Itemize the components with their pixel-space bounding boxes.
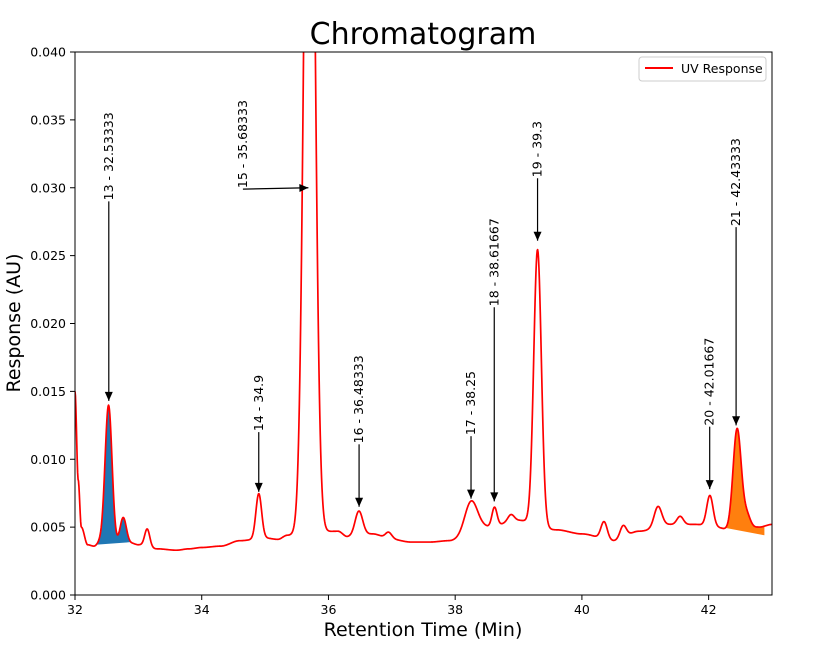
annotation-arrowhead-13	[104, 391, 113, 401]
annotation-arrowhead-18	[490, 492, 499, 502]
annotation-label-14: 14 - 34.9	[251, 375, 266, 431]
series-uv-response-line	[75, 52, 772, 552]
x-tick-label-38: 38	[447, 602, 463, 617]
x-axis-title: Retention Time (Min)	[324, 619, 523, 641]
plot-area	[75, 52, 772, 595]
peak-13-area	[95, 405, 133, 546]
annotation-arrow-15	[242, 187, 309, 190]
peak-21-area	[721, 428, 765, 536]
y-tick-label-0.020: 0.020	[30, 316, 66, 331]
legend-label: UV Response	[681, 61, 763, 76]
x-tick-label-34: 34	[194, 602, 210, 617]
y-tick-label-0.025: 0.025	[30, 248, 66, 263]
line-layer	[75, 52, 772, 552]
y-axis-ticks: 0.000 0.005 0.010 0.015 0.020 0.025 0.030 0.035…	[30, 45, 75, 603]
annotation-label-19: 19 - 39.3	[530, 121, 545, 177]
y-tick-label-0.005: 0.005	[30, 520, 66, 535]
x-tick-label-36: 36	[321, 602, 337, 617]
legend: UV Response	[638, 56, 767, 82]
annotation-label-15: 15 - 35.68333	[235, 100, 250, 188]
annotation-arrowhead-19	[533, 231, 542, 241]
y-tick-label-0.040: 0.040	[30, 45, 66, 60]
annotation-label-13: 13 - 32.53333	[101, 112, 116, 200]
y-tick-label-0.000: 0.000	[30, 588, 66, 603]
legend-box	[638, 56, 767, 82]
x-tick-label-40: 40	[574, 602, 590, 617]
annotation-arrowhead-20	[705, 480, 714, 490]
y-tick-label-0.035: 0.035	[30, 112, 66, 127]
y-tick-label-0.030: 0.030	[30, 180, 66, 195]
annotation-arrowhead-16	[355, 497, 364, 507]
annotation-arrowhead-14	[254, 482, 263, 492]
x-axis-ticks: 32 34 36 38 40 42	[67, 595, 717, 617]
x-tick-label-42: 42	[701, 602, 717, 617]
annotation-arrowhead-17	[467, 489, 476, 499]
chart-title: Chromatogram	[310, 17, 537, 52]
annotation-arrowhead-21	[732, 416, 741, 426]
y-tick-label-0.015: 0.015	[30, 384, 66, 399]
annotation-label-20: 20 - 42.01667	[702, 338, 717, 426]
annotation-label-16: 16 - 36.48333	[351, 355, 366, 443]
y-tick-label-0.010: 0.010	[30, 452, 66, 467]
annotations-layer: 13 - 32.53333 14 - 34.9 15 - 35.68333 16 - …	[101, 100, 743, 507]
fills-layer	[95, 405, 765, 546]
annotation-label-18: 18 - 38.61667	[486, 218, 501, 306]
annotation-arrowhead-15	[299, 183, 309, 192]
annotation-label-21: 21 - 42.43333	[728, 138, 743, 226]
annotation-label-17: 17 - 38.25	[463, 371, 478, 435]
y-axis-title: Response (AU)	[3, 253, 25, 392]
x-tick-label-32: 32	[67, 602, 83, 617]
